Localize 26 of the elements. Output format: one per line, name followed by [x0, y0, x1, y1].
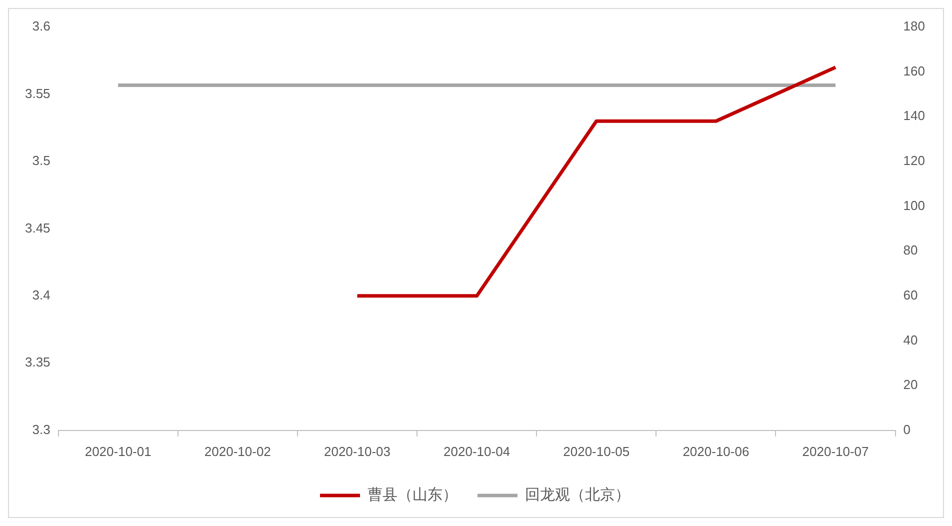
y-tick-label: 3.4: [32, 288, 50, 303]
x-tick-label: 2020-10-02: [204, 444, 271, 459]
y2-tick-label: 120: [903, 153, 926, 168]
y-tick-label: 3.35: [24, 354, 50, 370]
y-tick-label: 3.6: [32, 18, 50, 34]
x-tick-label: 2020-10-03: [324, 444, 390, 459]
y-tick-label: 3.3: [32, 422, 50, 437]
y2-tick-label: 100: [903, 198, 926, 213]
y-tick-label: 3.55: [24, 86, 50, 101]
y2-tick-label: 60: [903, 288, 918, 303]
y2-tick-label: 40: [903, 332, 918, 348]
legend-label: 回龙观（北京）: [525, 486, 630, 504]
legend-label: 曹县（山东）: [368, 486, 458, 504]
y2-tick-label: 160: [903, 63, 926, 78]
y2-tick-label: 180: [903, 18, 926, 34]
y2-tick-label: 0: [903, 422, 911, 437]
y2-tick-label: 20: [903, 377, 918, 392]
x-tick-label: 2020-10-01: [84, 444, 152, 459]
y-tick-label: 3.45: [24, 220, 50, 236]
x-tick-label: 2020-10-05: [563, 444, 630, 459]
y2-tick-label: 140: [903, 108, 926, 124]
y2-tick-label: 80: [903, 242, 918, 258]
x-tick-label: 2020-10-07: [802, 444, 869, 459]
y-tick-label: 3.5: [32, 153, 50, 168]
x-tick-label: 2020-10-04: [444, 444, 510, 459]
x-tick-label: 2020-10-06: [682, 444, 750, 459]
